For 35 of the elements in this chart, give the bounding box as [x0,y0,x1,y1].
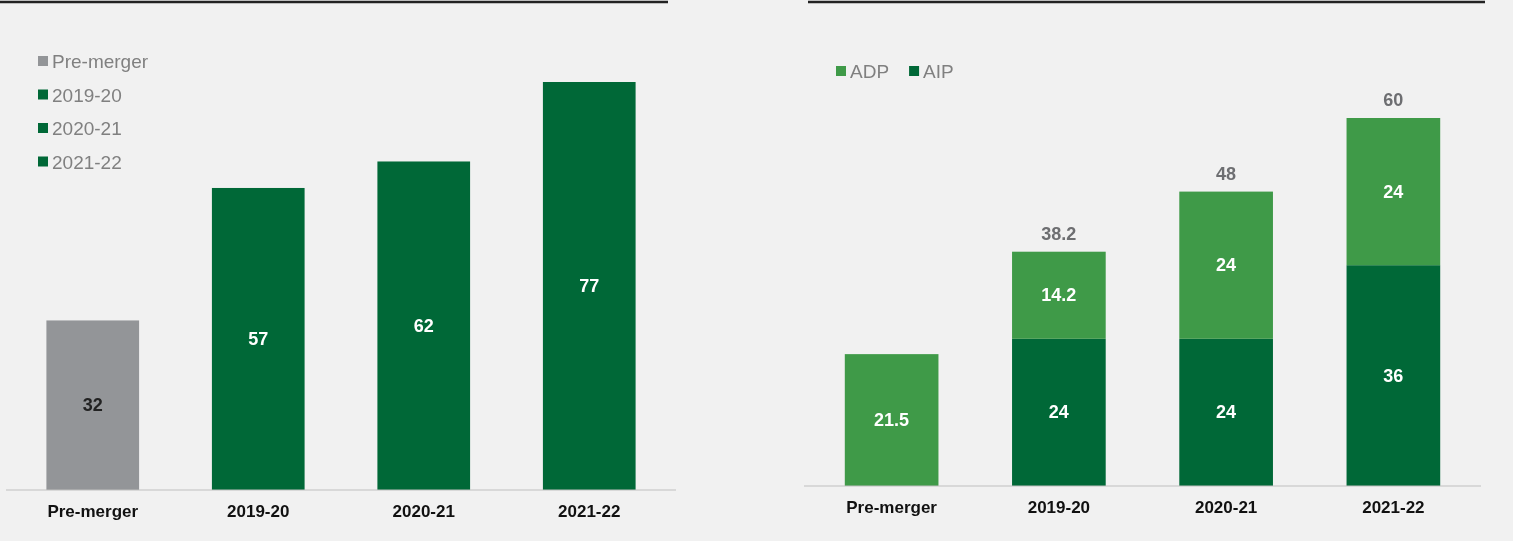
x-tick-label: 2020-21 [1194,498,1258,517]
data-label: 32 [82,395,103,416]
bar [1012,251,1106,339]
bar [1179,191,1273,339]
data-label: 62 [413,315,434,336]
x-tick-label: 2019-20 [227,502,290,521]
data-label: 24 [1216,255,1237,276]
data-label: 36 [1383,365,1404,386]
x-tick-label: 2020-21 [392,502,455,521]
legend-label: 2020-21 [52,118,122,139]
data-label: 21.5 [874,410,910,431]
x-tick-label: Pre-merger [846,498,938,517]
x-tick-label: 2021-22 [558,502,621,521]
bar [1346,118,1441,266]
legend-label: ADP [850,61,890,82]
total-label: 38.2 [1041,223,1077,244]
data-label: 57 [248,328,269,349]
legend-label: Pre-merger [52,51,149,72]
legend-label: 2021-22 [52,151,122,173]
bar [1012,338,1106,486]
data-label: 24 [1216,402,1237,423]
x-tick-label: 2021-22 [1362,498,1425,517]
legend-label: 2019-20 [52,84,122,106]
bar [1346,265,1441,486]
x-tick-label: 2019-20 [1027,498,1091,517]
data-label: 77 [579,276,600,296]
total-label: 60 [1383,90,1404,110]
bar [844,354,939,486]
data-label: 14.2 [1041,285,1077,306]
bar [1179,338,1273,486]
total-label: 48 [1216,163,1237,184]
data-label: 24 [1048,402,1069,423]
x-tick-label: Pre-merger [47,502,139,521]
data-label: 24 [1383,181,1404,202]
legend-label: AIP [923,61,954,82]
